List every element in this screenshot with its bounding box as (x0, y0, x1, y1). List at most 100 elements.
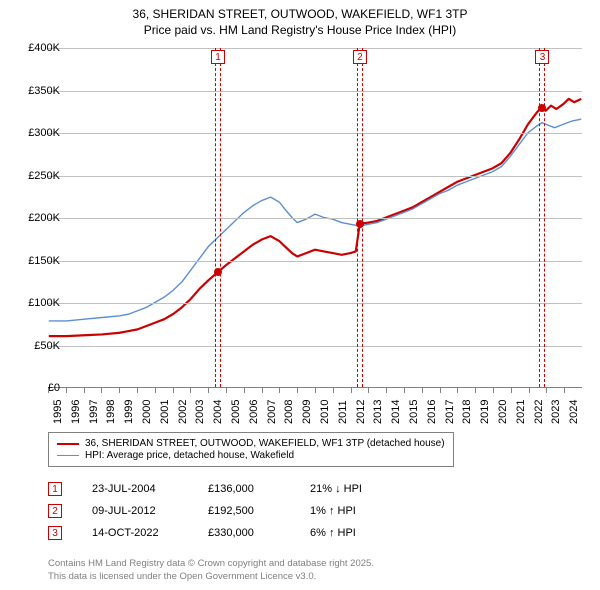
x-tick-mark (564, 388, 565, 393)
footer: Contains HM Land Registry data © Crown c… (48, 558, 374, 584)
sales-badge-1: 1 (48, 482, 62, 496)
gridline (48, 48, 582, 49)
gridline (48, 303, 582, 304)
x-tick-label: 2011 (337, 400, 349, 424)
x-tick-mark (546, 388, 547, 393)
x-tick-mark (173, 388, 174, 393)
x-tick-label: 2005 (230, 400, 242, 424)
x-tick-mark (315, 388, 316, 393)
footer-line-2: This data is licensed under the Open Gov… (48, 571, 374, 584)
x-tick-mark (155, 388, 156, 393)
gridline (48, 261, 582, 262)
x-tick-label: 2009 (301, 400, 313, 424)
x-tick-label: 2018 (461, 400, 473, 424)
x-tick-label: 2000 (141, 400, 153, 424)
x-tick-mark (386, 388, 387, 393)
sales-hpi-1: 21% ↓ HPI (310, 483, 390, 495)
x-tick-label: 2015 (408, 400, 420, 424)
legend-swatch-price-paid (57, 443, 79, 445)
x-tick-label: 1999 (123, 400, 135, 424)
x-tick-mark (529, 388, 530, 393)
x-tick-mark (493, 388, 494, 393)
y-tick-label: £0 (14, 382, 60, 394)
y-tick-label: £150K (14, 255, 60, 267)
y-tick-label: £50K (14, 340, 60, 352)
chart-container: 36, SHERIDAN STREET, OUTWOOD, WAKEFIELD,… (0, 0, 600, 590)
x-tick-mark (351, 388, 352, 393)
x-tick-mark (84, 388, 85, 393)
x-tick-label: 1996 (70, 400, 82, 424)
x-tick-mark (422, 388, 423, 393)
x-tick-mark (368, 388, 369, 393)
gridline (48, 176, 582, 177)
x-tick-label: 2010 (319, 400, 331, 424)
gridline (48, 218, 582, 219)
legend-item-hpi: HPI: Average price, detached house, Wake… (57, 450, 445, 461)
x-tick-mark (262, 388, 263, 393)
sales-row-2: 2 09-JUL-2012 £192,500 1% ↑ HPI (48, 500, 390, 522)
sales-row-3: 3 14-OCT-2022 £330,000 6% ↑ HPI (48, 522, 390, 544)
gridline (48, 91, 582, 92)
sales-badge-3: 3 (48, 526, 62, 540)
x-tick-mark (190, 388, 191, 393)
sale-badge: 1 (211, 50, 225, 64)
sale-badge: 2 (353, 50, 367, 64)
series-hpi (49, 119, 581, 321)
sales-date-3: 14-OCT-2022 (92, 527, 178, 539)
x-tick-label: 2006 (248, 400, 260, 424)
x-tick-mark (48, 388, 49, 393)
legend-item-price-paid: 36, SHERIDAN STREET, OUTWOOD, WAKEFIELD,… (57, 438, 445, 449)
x-tick-mark (511, 388, 512, 393)
title-line-1: 36, SHERIDAN STREET, OUTWOOD, WAKEFIELD,… (0, 6, 600, 22)
x-tick-label: 2017 (444, 400, 456, 424)
x-tick-label: 2008 (283, 400, 295, 424)
legend-label-hpi: HPI: Average price, detached house, Wake… (85, 450, 294, 461)
x-tick-label: 2013 (372, 400, 384, 424)
sale-point (538, 104, 546, 112)
x-tick-label: 2004 (212, 400, 224, 424)
sales-badge-2: 2 (48, 504, 62, 518)
x-tick-mark (457, 388, 458, 393)
legend-label-price-paid: 36, SHERIDAN STREET, OUTWOOD, WAKEFIELD,… (85, 438, 445, 449)
title-block: 36, SHERIDAN STREET, OUTWOOD, WAKEFIELD,… (0, 0, 600, 38)
x-tick-mark (119, 388, 120, 393)
x-tick-label: 2003 (194, 400, 206, 424)
sales-price-3: £330,000 (208, 527, 280, 539)
x-tick-label: 1997 (88, 400, 100, 424)
sales-hpi-3: 6% ↑ HPI (310, 527, 390, 539)
x-tick-label: 2022 (533, 400, 545, 424)
x-tick-mark (333, 388, 334, 393)
x-tick-mark (475, 388, 476, 393)
x-tick-label: 2020 (497, 400, 509, 424)
x-tick-mark (244, 388, 245, 393)
x-tick-label: 2024 (568, 400, 580, 424)
gridline (48, 346, 582, 347)
x-tick-label: 1995 (52, 400, 64, 424)
y-tick-label: £100K (14, 297, 60, 309)
x-tick-label: 2021 (515, 400, 527, 424)
y-tick-label: £250K (14, 170, 60, 182)
sales-date-2: 09-JUL-2012 (92, 505, 178, 517)
sale-point (214, 268, 222, 276)
chart-plot-area: 1 2 3 (48, 48, 582, 388)
sales-row-1: 1 23-JUL-2004 £136,000 21% ↓ HPI (48, 478, 390, 500)
x-tick-label: 2019 (479, 400, 491, 424)
sale-point (356, 220, 364, 228)
legend-swatch-hpi (57, 455, 79, 456)
footer-line-1: Contains HM Land Registry data © Crown c… (48, 558, 374, 571)
x-tick-mark (101, 388, 102, 393)
sale-badge: 3 (535, 50, 549, 64)
x-tick-label: 2023 (550, 400, 562, 424)
sales-date-1: 23-JUL-2004 (92, 483, 178, 495)
sales-table: 1 23-JUL-2004 £136,000 21% ↓ HPI 2 09-JU… (48, 478, 390, 544)
x-tick-mark (440, 388, 441, 393)
sales-hpi-2: 1% ↑ HPI (310, 505, 390, 517)
sales-price-1: £136,000 (208, 483, 280, 495)
x-tick-mark (297, 388, 298, 393)
x-tick-label: 2002 (177, 400, 189, 424)
x-tick-label: 2001 (159, 400, 171, 424)
x-tick-mark (208, 388, 209, 393)
legend: 36, SHERIDAN STREET, OUTWOOD, WAKEFIELD,… (48, 432, 454, 467)
x-tick-label: 2007 (266, 400, 278, 424)
x-tick-label: 2012 (355, 400, 367, 424)
